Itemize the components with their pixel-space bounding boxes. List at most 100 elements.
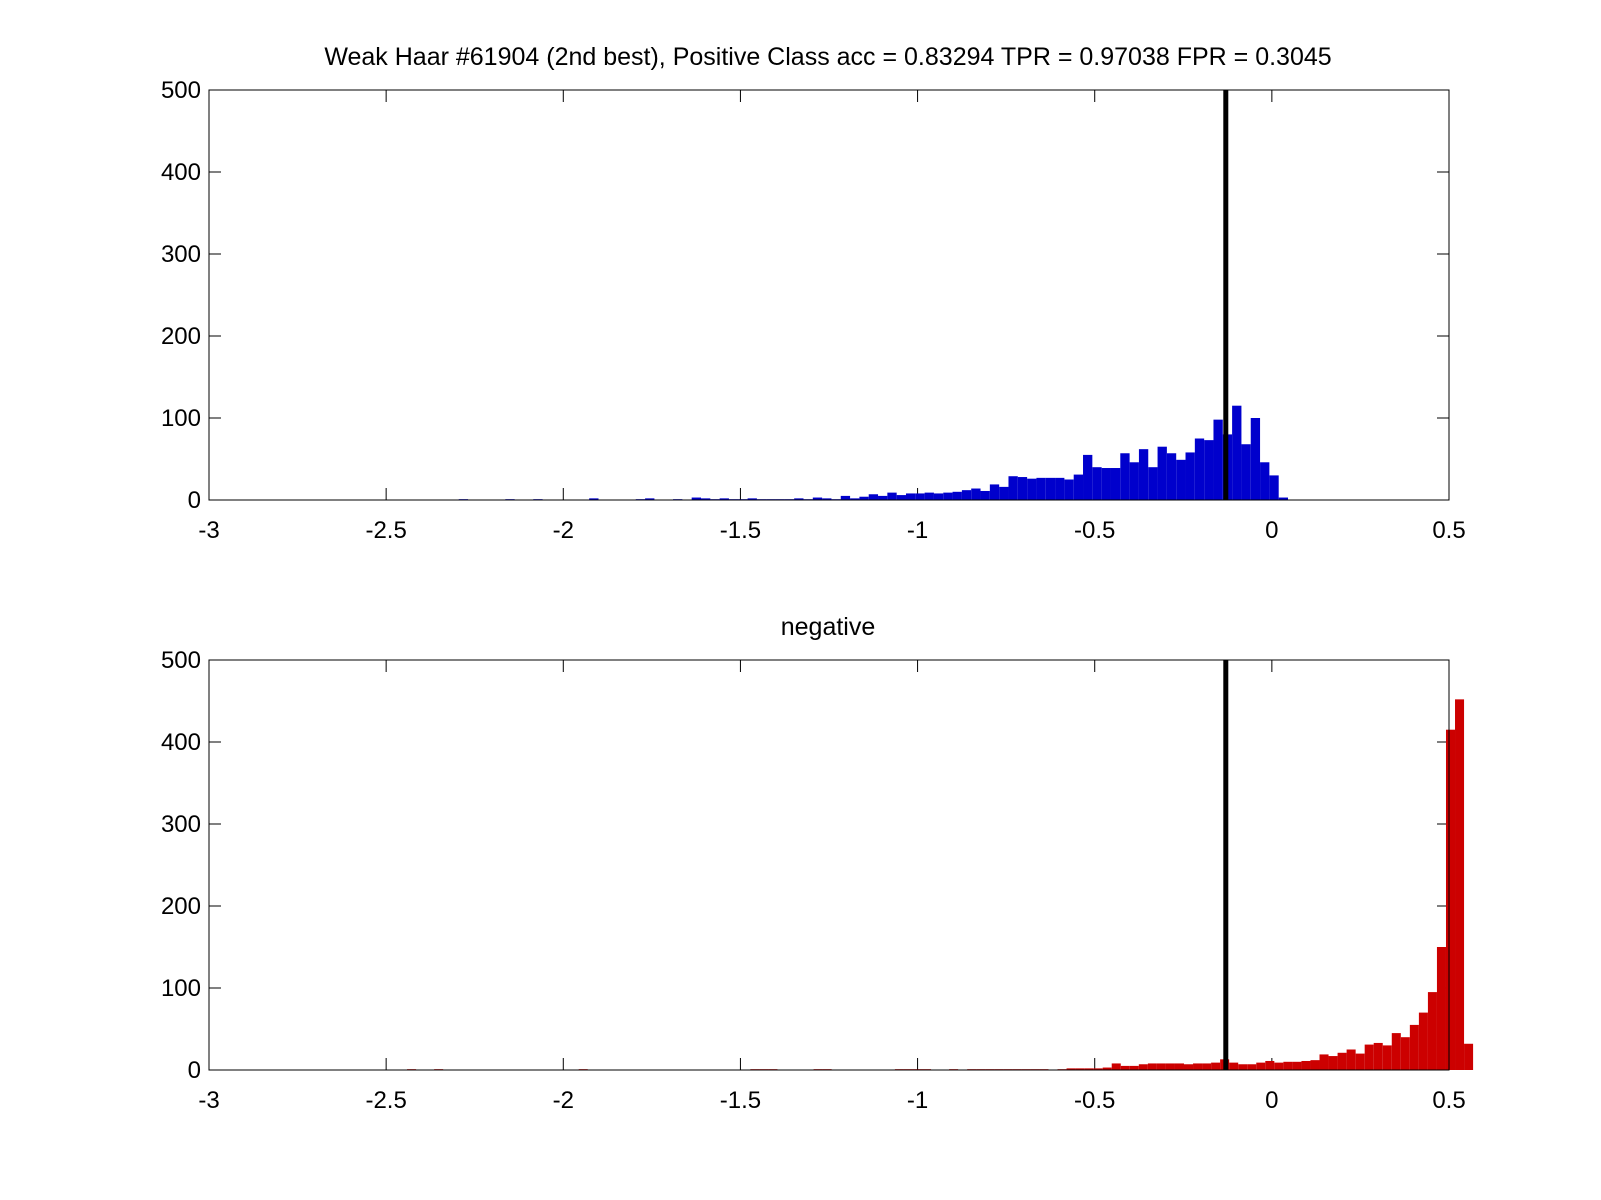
histogram-bar — [1176, 459, 1186, 500]
histogram-bar — [1183, 1064, 1194, 1070]
histogram-bar — [887, 492, 897, 500]
histogram-bar — [1328, 1056, 1338, 1070]
y-tick-label: 200 — [161, 323, 201, 350]
histogram-bar — [1064, 479, 1074, 500]
histogram-bar — [1382, 1045, 1392, 1070]
histogram-bar — [1129, 1065, 1139, 1070]
x-tick-label: -3 — [198, 1087, 219, 1114]
histogram-bar — [1045, 477, 1056, 500]
histogram-bar — [1147, 1063, 1157, 1070]
histogram-bar — [971, 488, 981, 500]
histogram-bar — [1292, 1061, 1302, 1070]
histogram-bar — [1250, 418, 1261, 500]
y-tick-label: 300 — [161, 241, 201, 268]
histogram-bar — [794, 498, 804, 500]
x-tick-label: -1.5 — [720, 517, 761, 544]
y-tick-labels: 0 100 200 300 400 500 — [161, 647, 201, 1084]
x-tick-label: -2.5 — [365, 517, 406, 544]
histogram-bar — [1008, 476, 1018, 500]
x-tick-label: -3 — [198, 517, 219, 544]
histogram-bar — [1055, 477, 1065, 500]
histogram-bars — [407, 699, 1474, 1070]
histogram-positive: Weak Haar #61904 (2nd best), Positive Cl… — [161, 43, 1466, 544]
histogram-bar — [719, 498, 729, 500]
histogram-bar — [1464, 1043, 1474, 1070]
histogram-bar — [701, 498, 711, 500]
histogram-bar — [915, 493, 925, 500]
histogram-bar — [1310, 1060, 1320, 1070]
x-tick-label: 0 — [1265, 517, 1278, 544]
histogram-bar — [980, 490, 990, 500]
histogram-bar — [1174, 1063, 1184, 1070]
histogram-bar — [1075, 1068, 1085, 1070]
histogram-bar — [1283, 1061, 1293, 1070]
histogram-bar — [896, 495, 906, 500]
x-tick-label: 0 — [1265, 1087, 1278, 1114]
histogram-bar — [850, 498, 860, 500]
histogram-bar — [1083, 454, 1093, 500]
x-tick-label: 0.5 — [1432, 1087, 1465, 1114]
histogram-bar — [943, 492, 953, 500]
histogram-bar — [691, 497, 701, 500]
histogram-bar — [1157, 446, 1167, 500]
histogram-bars — [458, 405, 1289, 500]
histogram-bar — [1066, 1068, 1076, 1070]
y-tick-label: 0 — [188, 1057, 201, 1084]
plot-frame — [208, 659, 1450, 1071]
histogram-bar — [589, 498, 599, 500]
histogram-bar — [1373, 1042, 1383, 1070]
x-tick-label: -2 — [553, 517, 574, 544]
histogram-bar — [1194, 438, 1205, 500]
histogram-bar — [1229, 1062, 1239, 1070]
histogram-bar — [999, 486, 1009, 500]
histogram-bar — [1166, 453, 1177, 500]
histogram-bar — [1213, 419, 1223, 500]
histogram-bar — [747, 498, 757, 500]
histogram-bar — [1241, 444, 1251, 500]
x-tick-label: -0.5 — [1074, 517, 1115, 544]
x-tick-label: -0.5 — [1074, 1087, 1115, 1114]
histogram-bar — [840, 495, 851, 500]
histogram-bar — [1364, 1044, 1374, 1070]
histogram-bar — [952, 491, 962, 500]
histogram-bar — [645, 498, 655, 500]
histogram-bar — [1301, 1060, 1311, 1070]
histogram-bar — [924, 492, 934, 500]
histogram-bar — [1211, 1062, 1221, 1070]
histogram-bar — [1101, 468, 1111, 500]
x-tick-labels: -3 -2.5 -2 -1.5 -1 -0.5 0 0.5 — [198, 517, 1465, 544]
histogram-bar — [1202, 1063, 1212, 1070]
histogram-negative: negative 0 100 200 300 400 500 -3 -2.5 -2 -1.5 -1… — [161, 613, 1474, 1114]
histogram-bar — [1269, 475, 1279, 500]
histogram-bar — [1129, 462, 1139, 500]
histogram-bar — [1400, 1037, 1410, 1070]
y-tick-label: 200 — [161, 893, 201, 920]
x-tick-label: -2 — [553, 1087, 574, 1114]
histogram-bar — [1247, 1064, 1257, 1070]
y-tick-label: 500 — [161, 647, 201, 674]
histogram-bar — [1260, 462, 1270, 500]
x-tick-labels: -3 -2.5 -2 -1.5 -1 -0.5 0 0.5 — [198, 1087, 1465, 1114]
histogram-bar — [1093, 1068, 1103, 1070]
chart-title: Weak Haar #61904 (2nd best), Positive Cl… — [324, 43, 1331, 71]
histogram-bar — [1120, 1065, 1130, 1070]
x-tick-label: -1 — [907, 517, 928, 544]
x-tick-label: 0.5 — [1432, 517, 1465, 544]
histogram-bar — [1138, 1064, 1148, 1070]
histogram-bar — [905, 493, 916, 500]
histogram-bar — [1156, 1063, 1166, 1070]
histogram-bar — [1445, 729, 1456, 1070]
histogram-bar — [1027, 478, 1037, 500]
y-tick-label: 100 — [161, 405, 201, 432]
histogram-bar — [989, 484, 1000, 500]
histogram-bar — [1092, 467, 1102, 500]
histogram-bar — [1274, 1062, 1284, 1070]
y-tick-label: 0 — [188, 487, 201, 514]
histogram-bar — [1193, 1063, 1203, 1070]
histogram-bar — [1278, 497, 1289, 500]
y-tick-label: 400 — [161, 159, 201, 186]
histogram-bar — [1337, 1052, 1347, 1070]
chart-title: negative — [781, 613, 876, 641]
